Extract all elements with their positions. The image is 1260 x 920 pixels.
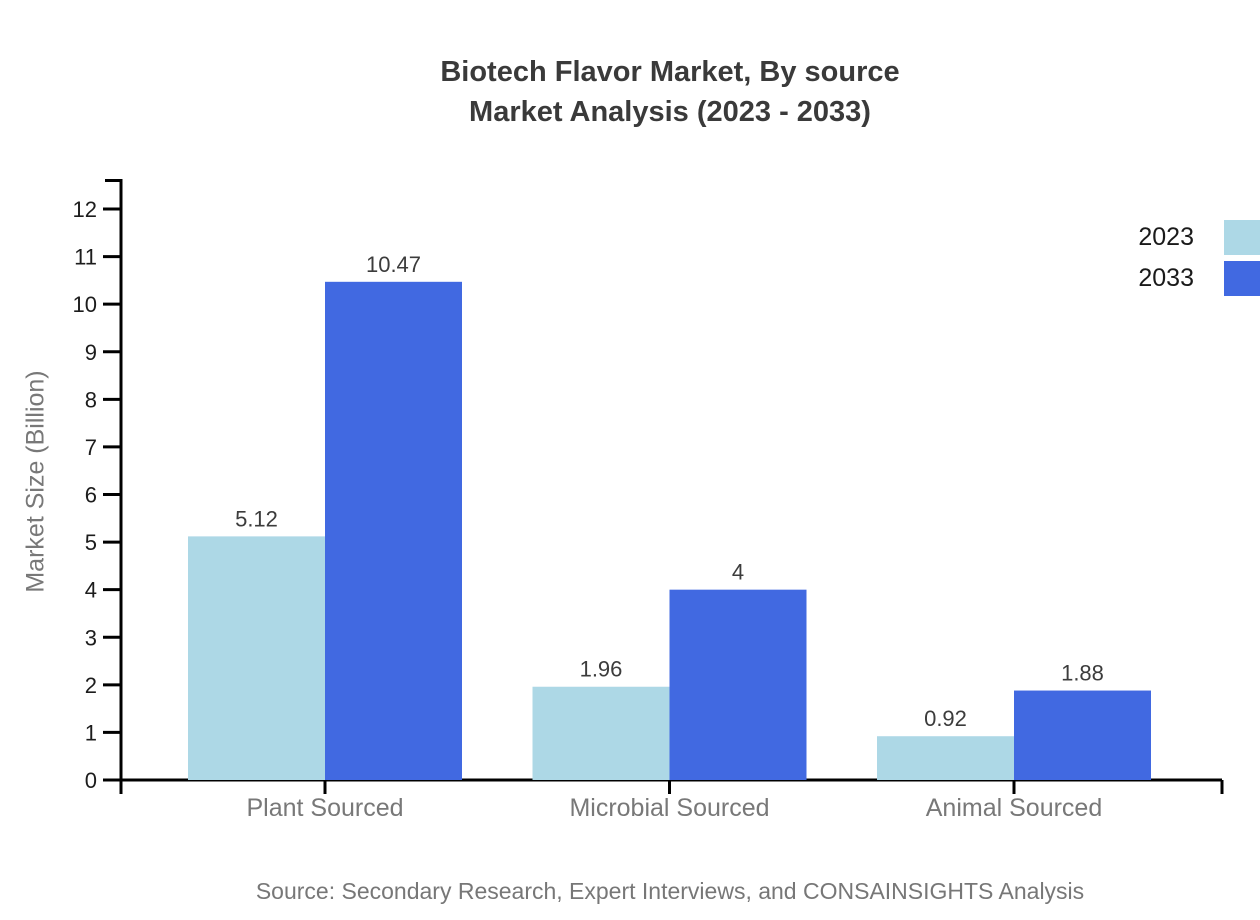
value-label: 0.92 — [924, 706, 967, 731]
value-label: 4 — [732, 560, 744, 585]
value-label: 10.47 — [366, 252, 421, 277]
source-note: Source: Secondary Research, Expert Inter… — [255, 878, 1085, 904]
x-category-label: Microbial Sourced — [569, 794, 770, 822]
legend-label-2023: 2023 — [1138, 223, 1194, 251]
y-tick-label: 11 — [74, 245, 97, 270]
chart-title: Biotech Flavor Market, By source Market … — [80, 52, 1260, 132]
value-label: 1.96 — [580, 657, 623, 682]
legend-swatch-2033 — [1224, 261, 1260, 296]
legend-swatch-2023 — [1224, 220, 1260, 255]
legend-item-2033: 2033 — [1138, 261, 1260, 296]
y-tick-label: 0 — [85, 768, 97, 793]
legend: 2023 2033 — [1138, 220, 1260, 302]
y-tick-label: 12 — [73, 197, 97, 222]
x-category-label: Animal Sourced — [925, 794, 1103, 822]
x-category-label: Plant Sourced — [246, 794, 404, 822]
y-tick-label: 8 — [85, 387, 97, 412]
bar-2033 — [669, 589, 807, 780]
y-tick-label: 3 — [85, 625, 97, 650]
y-tick-label: 4 — [85, 578, 97, 603]
bar-2023 — [532, 686, 670, 780]
y-tick-label: 10 — [73, 292, 97, 317]
y-tick-label: 7 — [85, 435, 97, 460]
value-label: 5.12 — [235, 506, 278, 531]
legend-item-2023: 2023 — [1138, 220, 1260, 255]
y-tick-label: 1 — [85, 720, 97, 745]
y-tick-label: 5 — [85, 530, 97, 555]
y-axis-title: Market Size (Billion) — [21, 370, 50, 593]
value-label: 1.88 — [1061, 661, 1104, 686]
y-tick-label: 6 — [85, 483, 97, 508]
chart-title-line1: Biotech Flavor Market, By source — [440, 56, 900, 88]
bar-2023 — [877, 736, 1014, 780]
legend-label-2033: 2033 — [1138, 264, 1194, 292]
bar-2023 — [188, 536, 325, 780]
y-tick-label: 2 — [85, 673, 97, 698]
bar-2033 — [1014, 690, 1151, 780]
bar-2033 — [325, 281, 462, 780]
y-tick-label: 9 — [85, 340, 97, 365]
chart-title-line2: Market Analysis (2023 - 2033) — [469, 96, 871, 128]
